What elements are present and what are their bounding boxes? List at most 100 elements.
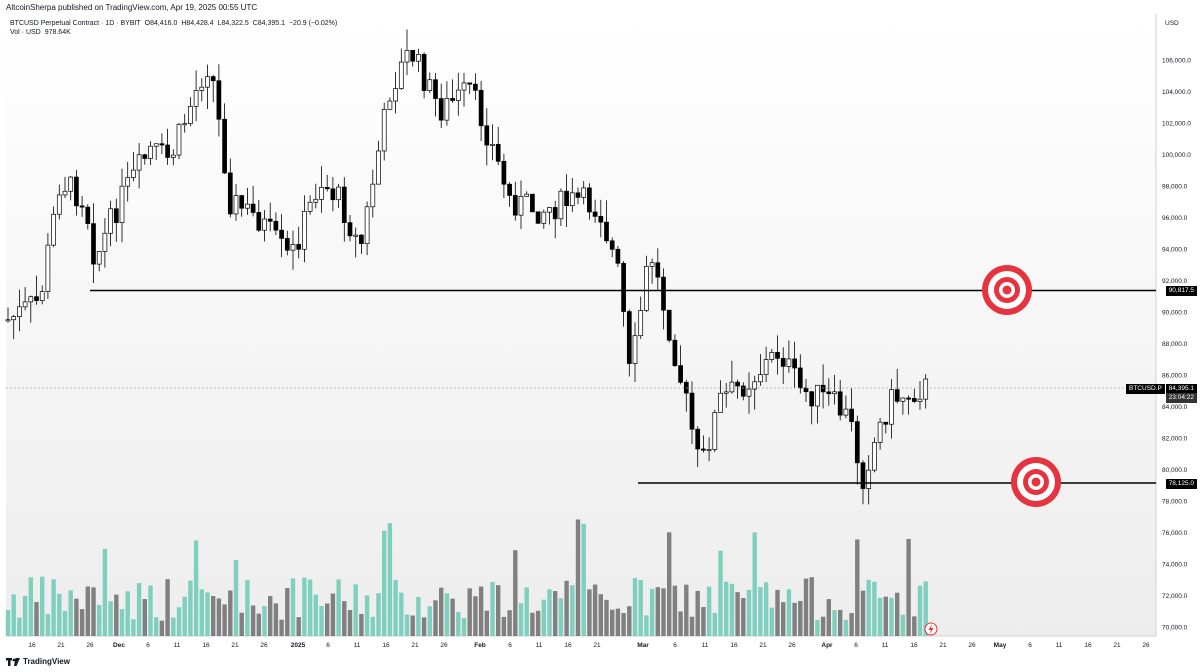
volume-bar [205,592,210,636]
time-tick-label: 21 [759,642,767,649]
legend-symbol[interactable]: BTCUSD Perpetual Contract · 1D · BYBIT [10,20,141,27]
time-tick-label: 16 [382,642,390,649]
candle-body [900,397,906,402]
candle-body [319,187,324,200]
volume-bar [484,610,489,636]
candle-body [701,448,706,451]
volume-bar [678,611,683,636]
price-tick-label: 106,000.0 [1162,58,1191,65]
candle-body [678,365,683,383]
lightning-icon[interactable] [924,622,938,636]
volume-bar [786,589,792,636]
price-tick-label: 96,000.0 [1162,215,1188,222]
time-tick-label: 11 [702,642,709,649]
legend-low: L84,322.5 [217,20,249,27]
volume-bar [330,593,336,636]
candle-body [336,186,341,201]
candle-body [695,428,701,450]
candle-body [188,106,193,124]
candle-body [666,309,672,341]
volume-bar [68,590,73,636]
volume-bar [524,587,529,636]
volume-bar [832,610,837,636]
tradingview-logo-icon [6,657,20,666]
candle-body [376,150,381,185]
volume-bar [490,581,495,636]
candle-body [205,76,210,88]
candle-body [512,195,518,216]
legend-volume-label: Vol · USD [10,29,41,36]
legend-volume-value: 978.64K [44,29,71,36]
price-tick-label: 92,000.0 [1162,278,1188,285]
volume-bar [199,589,204,636]
candle-body [233,195,239,215]
volume-bar [296,617,301,636]
candle-body [22,301,28,308]
volume-bar [564,580,569,636]
volume-bar [74,598,79,636]
candle-body [860,462,866,489]
candle-body [609,240,615,250]
candle-body [96,251,102,265]
volume-bar [273,603,279,636]
candle-body [34,296,39,301]
last-price-label: 84,395.1 [1165,384,1197,394]
candle-body [552,207,558,220]
volume-bar [342,601,347,636]
time-tick-label: Dec [113,642,125,649]
volume-bar [513,550,518,636]
time-tick-label: 21 [231,642,239,649]
volume-bar [843,619,849,636]
volume-bars [5,519,928,636]
candle-body [644,265,649,311]
volume-bar [820,616,826,636]
volume-bar [404,614,410,636]
volume-bar [849,613,854,636]
volume-bar [188,580,193,636]
volume-bar [256,613,261,636]
volume-bar [461,617,467,636]
candle-body [786,358,792,367]
candle-body [125,177,131,187]
candle-body [872,442,877,471]
volume-bar [28,577,33,636]
candle-body [398,61,404,89]
candle-body [108,208,113,234]
price-tick-label: 74,000.0 [1162,562,1188,569]
time-tick-label: 6 [326,642,330,649]
candle-body [11,316,17,321]
price-tick-label: 104,000.0 [1162,89,1191,96]
candle-body [404,50,410,63]
candle-body [598,216,604,223]
volume-bar [34,602,39,636]
volume-bar [370,616,375,636]
candle-body [142,154,148,159]
candle-body [712,412,718,450]
candle-body [284,238,290,251]
volume-bar [860,590,866,636]
candle-body [39,291,45,301]
candle-body [273,220,279,231]
candle-body [501,160,507,185]
candle-body [68,176,74,192]
volume-bar [507,610,512,636]
volume-bar [410,615,415,636]
volume-bar [729,583,735,636]
volume-bar [279,619,284,636]
candle-body [746,388,752,397]
volume-bar [222,604,227,636]
volume-bar [125,591,130,636]
time-tick-label: Feb [474,642,486,649]
candle-body [245,203,250,209]
volume-bar [421,617,427,636]
volume-bar [718,550,723,636]
volume-bar [285,588,290,636]
target-icon [982,265,1032,315]
candle-body [661,276,666,311]
volume-bar [313,594,318,636]
candle-body [56,194,62,215]
candle-body [740,385,746,397]
candle-body [894,389,900,402]
volume-bar [456,611,461,636]
